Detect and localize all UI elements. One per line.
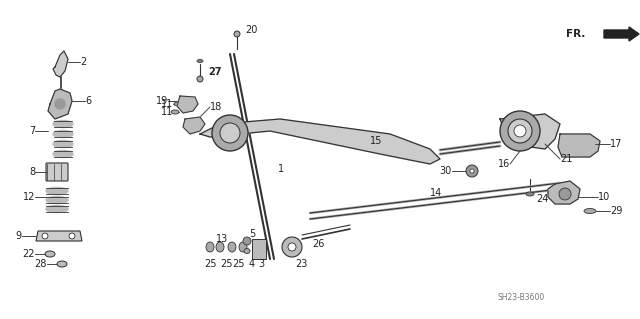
- Text: 11: 11: [161, 107, 173, 117]
- Circle shape: [508, 119, 532, 143]
- Text: 25: 25: [220, 259, 232, 269]
- Ellipse shape: [244, 249, 250, 254]
- Text: 14: 14: [430, 188, 442, 198]
- Text: FR.: FR.: [566, 29, 585, 39]
- Text: 2: 2: [80, 57, 86, 67]
- Ellipse shape: [53, 121, 73, 128]
- Text: SH23-B3600: SH23-B3600: [498, 293, 545, 301]
- Text: 20: 20: [245, 25, 257, 35]
- Polygon shape: [548, 181, 580, 204]
- Polygon shape: [183, 117, 205, 134]
- Text: 18: 18: [210, 102, 222, 112]
- Circle shape: [514, 125, 526, 137]
- Polygon shape: [48, 89, 72, 119]
- Ellipse shape: [46, 197, 68, 204]
- FancyArrow shape: [604, 27, 639, 41]
- Ellipse shape: [45, 251, 55, 257]
- Text: 7: 7: [29, 126, 35, 136]
- Text: 23: 23: [295, 259, 307, 269]
- Text: 13: 13: [216, 234, 228, 244]
- FancyBboxPatch shape: [46, 163, 68, 181]
- Circle shape: [197, 76, 203, 82]
- Ellipse shape: [206, 242, 214, 252]
- Circle shape: [500, 111, 540, 151]
- Circle shape: [42, 233, 48, 239]
- Text: 30: 30: [440, 166, 452, 176]
- Text: 25: 25: [232, 259, 244, 269]
- Text: 29: 29: [610, 206, 622, 216]
- Ellipse shape: [57, 261, 67, 267]
- Circle shape: [220, 123, 240, 143]
- Text: 8: 8: [29, 167, 35, 177]
- Circle shape: [282, 237, 302, 257]
- Text: 1: 1: [278, 164, 284, 174]
- Ellipse shape: [174, 102, 182, 106]
- Bar: [252, 239, 266, 259]
- Polygon shape: [200, 119, 440, 164]
- Text: 22: 22: [22, 249, 35, 259]
- Circle shape: [470, 169, 474, 173]
- Ellipse shape: [197, 60, 203, 63]
- Ellipse shape: [216, 242, 224, 252]
- Circle shape: [212, 115, 248, 151]
- Text: 19: 19: [156, 96, 168, 106]
- Text: 15: 15: [370, 136, 382, 146]
- Text: 4: 4: [249, 259, 255, 269]
- Ellipse shape: [243, 237, 251, 245]
- Circle shape: [466, 165, 478, 177]
- Ellipse shape: [46, 188, 68, 195]
- Text: 24: 24: [536, 194, 548, 204]
- Ellipse shape: [171, 110, 179, 114]
- Polygon shape: [36, 231, 82, 241]
- Text: 16: 16: [498, 159, 510, 169]
- Ellipse shape: [53, 130, 73, 137]
- Circle shape: [55, 99, 65, 109]
- Text: 6: 6: [85, 96, 91, 106]
- Text: 3: 3: [258, 259, 264, 269]
- Text: 17: 17: [610, 139, 622, 149]
- Text: 25: 25: [204, 259, 216, 269]
- Polygon shape: [558, 134, 600, 157]
- Text: 26: 26: [312, 239, 324, 249]
- Circle shape: [69, 233, 75, 239]
- Text: 21: 21: [560, 154, 572, 164]
- Ellipse shape: [53, 151, 73, 158]
- Circle shape: [234, 31, 240, 37]
- Polygon shape: [500, 114, 560, 149]
- Text: 5: 5: [249, 229, 255, 239]
- Ellipse shape: [53, 140, 73, 147]
- Ellipse shape: [228, 242, 236, 252]
- Ellipse shape: [584, 209, 596, 213]
- Polygon shape: [53, 51, 68, 77]
- Ellipse shape: [239, 242, 247, 252]
- Text: 12: 12: [22, 192, 35, 202]
- Text: 28: 28: [35, 259, 47, 269]
- Text: 11: 11: [161, 99, 173, 109]
- Circle shape: [288, 243, 296, 251]
- Text: 27: 27: [208, 67, 221, 77]
- Text: 10: 10: [598, 192, 611, 202]
- Circle shape: [559, 188, 571, 200]
- Ellipse shape: [526, 192, 534, 196]
- Text: 9: 9: [16, 231, 22, 241]
- Polygon shape: [177, 96, 198, 113]
- Ellipse shape: [46, 205, 68, 212]
